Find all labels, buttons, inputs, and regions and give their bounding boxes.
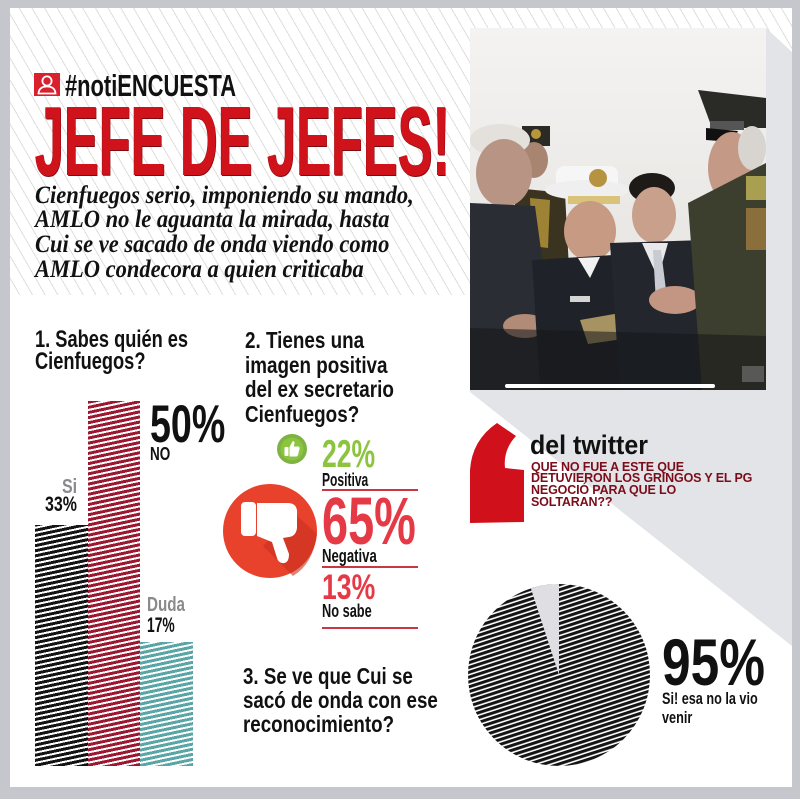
question3-title-line: 3. Se ve que Cui se	[243, 662, 413, 689]
no-sabe-label: No sabe	[322, 600, 372, 621]
pie-label: Si! esa no la vio venir	[662, 689, 758, 727]
question2-title-line: 2. Tienes una	[245, 327, 365, 353]
duda-label: Duda	[147, 594, 185, 617]
quote-line: SOLTARAN??	[531, 495, 613, 510]
question1-title-line: 1. Sabes quién es	[35, 326, 189, 353]
headline: JEFE DE JEFES!	[35, 86, 451, 196]
negativa-label: Negativa	[322, 545, 377, 566]
quote-line: NEGOCIÓ PARA QUE LO	[531, 483, 677, 498]
twitter-quote: QUE NO FUE A ESTE QUE DETUVIERON LOS GRI…	[531, 459, 753, 510]
no-value: 50%	[150, 395, 226, 454]
question1-bar-chart	[35, 380, 193, 766]
question3-title-line: reconocimiento?	[243, 710, 395, 737]
subtitle: Cienfuegos serio, imponiendo su mando, A…	[35, 181, 414, 283]
question2-title-line: del ex secretario	[245, 376, 394, 402]
question1-title: 1. Sabes quién es Cienfuegos?	[35, 326, 189, 375]
question3-title-line: sacó de onda con ese	[243, 686, 438, 713]
question2-title: 2. Tienes una imagen positiva del ex sec…	[245, 328, 394, 426]
si-label: Si	[62, 476, 78, 499]
thumbs-down-icon	[223, 484, 317, 578]
si-value: 33%	[45, 493, 77, 517]
question2-title-line: Cienfuegos?	[245, 400, 360, 427]
twitter-title: del twitter	[530, 429, 648, 460]
news-photo	[470, 28, 766, 390]
question3-title: 3. Se ve que Cui se sacó de onda con ese…	[243, 664, 438, 736]
duda-value: 17%	[147, 614, 175, 638]
user-icon	[34, 73, 60, 96]
hashtag-title: #notiENCUESTA	[65, 68, 237, 103]
bar-duda	[140, 641, 193, 766]
quote-line: QUE NO FUE A ESTE QUE	[531, 459, 684, 474]
pie-value: 95%	[662, 625, 766, 700]
pie-label-line: Si! esa no la vio	[662, 689, 758, 708]
subtitle-line: Cui se ve sacado de onda viendo como	[35, 231, 390, 259]
pie-label-line: venir	[662, 707, 693, 727]
bar-no	[88, 401, 140, 766]
question3-pie-chart	[468, 584, 650, 766]
divider	[322, 566, 418, 568]
thumbs-up-icon	[277, 434, 307, 464]
subtitle-line: AMLO no le aguanta la mirada, hasta	[35, 206, 390, 234]
quote-line: DETUVIERON LOS GRINGOS Y EL PG	[531, 471, 753, 486]
question1-title-line: Cienfuegos?	[35, 348, 146, 375]
divider	[322, 489, 418, 491]
positiva-value: 22%	[322, 432, 376, 476]
no-sabe-value: 13%	[322, 568, 376, 608]
subtitle-line: AMLO condecora a quien criticaba	[35, 255, 364, 283]
pie-slice-remainder	[530, 584, 559, 675]
question2-title-line: imagen positiva	[245, 351, 388, 378]
divider	[322, 627, 418, 629]
no-label: NO	[150, 443, 171, 464]
video-scrubber	[505, 384, 715, 388]
bar-si	[35, 525, 88, 766]
subtitle-line: Cienfuegos serio, imponiendo su mando,	[35, 181, 414, 209]
negativa-value: 65%	[322, 484, 416, 560]
positiva-label: Positiva	[322, 469, 369, 490]
